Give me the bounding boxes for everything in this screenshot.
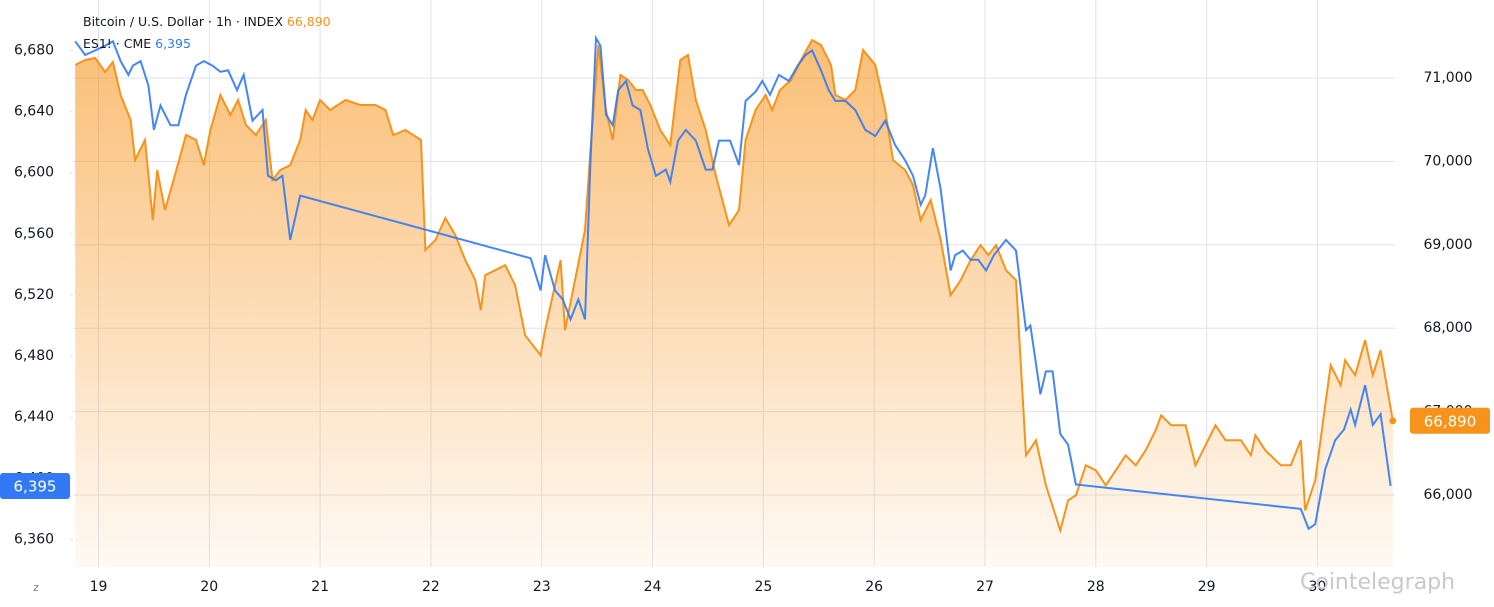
- line: [74, 38, 1394, 534]
- zoom-icon[interactable]: z: [33, 581, 39, 594]
- x-tick-label: 26: [865, 579, 883, 595]
- x-tick-label: 29: [1198, 579, 1216, 595]
- legend-value: 66,890: [287, 14, 331, 29]
- legend-name: ES1! · CME: [83, 36, 151, 51]
- y-tick-label: 6,640: [14, 104, 54, 120]
- watermark: Cointelegraph: [1300, 570, 1455, 595]
- axes: 19202122232425262728293066,00067,00068,0…: [0, 42, 1490, 595]
- legend-name: Bitcoin / U.S. Dollar · 1h · INDEX: [83, 14, 283, 29]
- x-tick-label: 28: [1087, 579, 1105, 595]
- line: [74, 34, 1392, 531]
- y2-tick-label: 68,000: [1424, 320, 1473, 336]
- price-badge-label: 66,890: [1424, 412, 1477, 430]
- price-badge: [0, 473, 70, 499]
- price-badge-label: 6,395: [14, 478, 57, 496]
- last-point: [1389, 417, 1397, 425]
- y-tick-label: 6,440: [14, 409, 54, 425]
- y2-tick-label: 71,000: [1424, 70, 1473, 86]
- y2-tick-label: 70,000: [1424, 153, 1473, 169]
- x-tick-label: 27: [976, 579, 994, 595]
- x-tick-label: 24: [644, 579, 662, 595]
- plot: [74, 34, 1397, 567]
- area: [75, 40, 1393, 567]
- x-tick-label: 25: [754, 579, 772, 595]
- legend-btc: Bitcoin / U.S. Dollar · 1h · INDEX 66,89…: [83, 14, 331, 29]
- y2-tick-label: 66,000: [1424, 487, 1473, 503]
- y-tick-label: 6,680: [14, 42, 54, 58]
- legend-es: ES1! · CME 6,395: [83, 36, 191, 51]
- x-tick-label: 20: [200, 579, 218, 595]
- y-tick-label: 6,360: [14, 531, 54, 547]
- x-tick-label: 30: [1309, 579, 1327, 595]
- x-tick-label: 23: [533, 579, 551, 595]
- y-tick-label: 6,520: [14, 287, 54, 303]
- y2-tick-label: 69,000: [1424, 237, 1473, 253]
- y-tick-label: 6,560: [14, 226, 54, 242]
- y-tick-label: 6,600: [14, 165, 54, 181]
- x-tick-label: 22: [422, 579, 440, 595]
- legend-value: 6,395: [155, 36, 191, 51]
- x-tick-label: 21: [311, 579, 329, 595]
- x-tick-label: 19: [90, 579, 108, 595]
- price-badge: [1410, 407, 1490, 434]
- y-tick-label: 6,480: [14, 348, 54, 364]
